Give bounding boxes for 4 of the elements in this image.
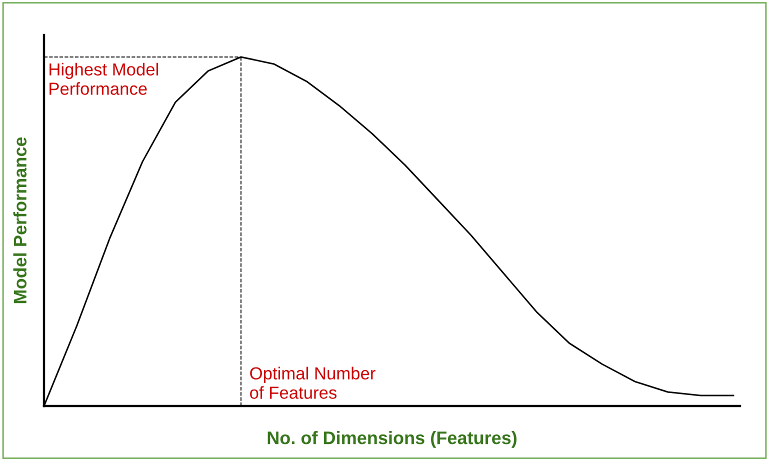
y-axis-title: Model Performance <box>13 137 27 304</box>
x-axis-title: No. of Dimensions (Features) <box>268 431 517 448</box>
annotation: Highest Model Performance <box>50 62 158 95</box>
annotation: Optimal Number of Features <box>250 366 376 399</box>
